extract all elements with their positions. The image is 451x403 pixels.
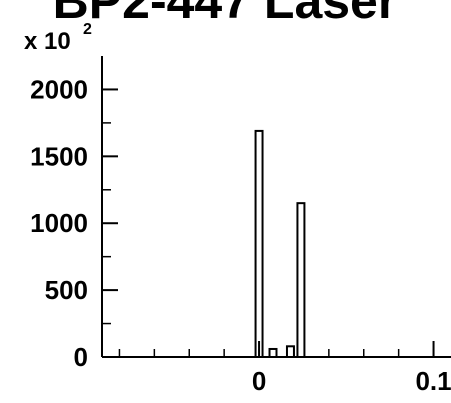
y-multiplier-base: x 10 bbox=[24, 28, 71, 55]
x-tick-label: 0 bbox=[252, 366, 266, 396]
histogram-bars bbox=[254, 129, 306, 359]
histogram-bar bbox=[268, 347, 278, 358]
y-tick-label: 1000 bbox=[30, 208, 88, 238]
x-axis: 0 0.1 bbox=[118, 341, 451, 396]
y-tick-label: 0 bbox=[74, 342, 88, 372]
histogram-bar bbox=[254, 129, 264, 358]
y-tick-label: 500 bbox=[45, 275, 88, 305]
y-axis: 0 500 1000 1500 2000 bbox=[30, 74, 118, 372]
y-tick-label: 2000 bbox=[30, 74, 88, 104]
axes bbox=[101, 56, 451, 358]
y-multiplier-exponent: 2 bbox=[83, 21, 92, 38]
y-tick-label: 1500 bbox=[30, 141, 88, 171]
histogram-bar bbox=[296, 202, 306, 358]
x-tick-label: 0.1 bbox=[415, 366, 451, 396]
chart-title: BP2-447 Laser bbox=[53, 0, 398, 29]
histogram-bar bbox=[285, 345, 295, 359]
